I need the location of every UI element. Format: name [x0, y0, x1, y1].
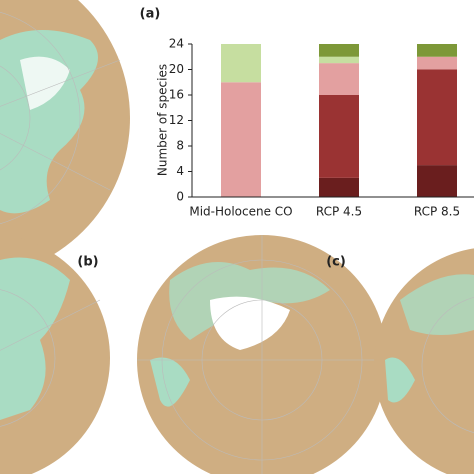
panel-label: (a) [140, 7, 161, 22]
y-tick-label: 12 [169, 113, 184, 127]
bar-segment [417, 165, 457, 197]
y-axis-label: Number of species [156, 64, 170, 176]
x-tick-label: Mid-Holocene CO [189, 205, 292, 219]
y-tick-label: 16 [169, 88, 184, 102]
map [137, 235, 387, 474]
y-tick-label: 24 [169, 37, 184, 51]
y-tick-label: 0 [176, 190, 184, 204]
bar-segment [417, 69, 457, 166]
map [0, 0, 130, 276]
bar-segment [319, 56, 359, 64]
bar-segment [319, 95, 359, 178]
bar-segment [221, 44, 261, 83]
map [374, 248, 474, 474]
bar-segment [319, 44, 359, 57]
panel-label: (c) [326, 255, 346, 270]
x-tick-label: RCP 8.5 [414, 205, 460, 219]
bar-segment [319, 177, 359, 197]
bar-segment [417, 44, 457, 57]
bar-segment [221, 82, 261, 197]
panel-label: (b) [77, 255, 98, 270]
y-tick-label: 8 [176, 139, 184, 153]
x-tick-label: RCP 4.5 [316, 205, 362, 219]
bar-segment [417, 56, 457, 70]
y-tick-label: 20 [169, 62, 184, 76]
map [0, 233, 110, 474]
bar-segment [319, 63, 359, 95]
y-tick-label: 4 [176, 164, 184, 178]
bar-chart: 0 4 8 12 16 20 24 Mid-Holocene CO RCP 4.5 RCP 8.5 [169, 37, 474, 219]
